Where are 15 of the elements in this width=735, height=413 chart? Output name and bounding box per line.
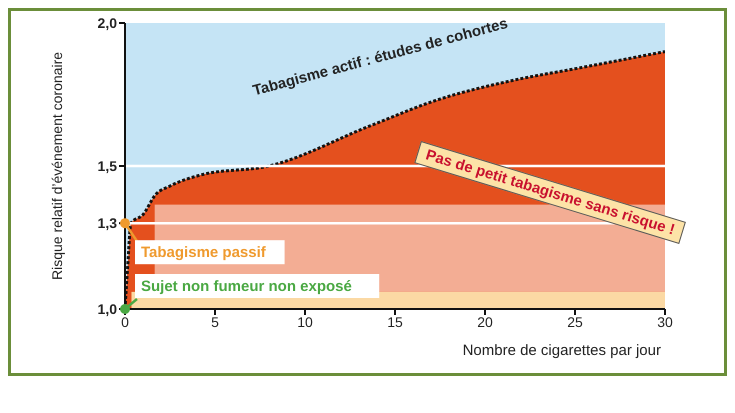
y-tick-label: 2,0: [98, 14, 118, 31]
x-axis-title: Nombre de cigarettes par jour: [462, 342, 661, 359]
y-tick-label: 1,3: [98, 215, 118, 232]
annotation: Sujet non fumeur non exposé: [141, 278, 352, 295]
x-tick-label: 30: [657, 314, 673, 330]
y-axis-title: Risque relatif d’événement coronaire: [48, 52, 65, 280]
y-tick-label: 1,5: [98, 158, 118, 174]
y-tick-label: 1,0: [98, 300, 118, 317]
x-tick-label: 15: [387, 314, 403, 330]
x-tick-label: 25: [567, 314, 583, 330]
x-tick-label: 0: [121, 314, 130, 330]
annotation: Tabagisme passif: [141, 244, 267, 262]
x-tick-label: 20: [477, 314, 493, 330]
x-tick-label: 10: [297, 314, 313, 330]
x-tick-label: 5: [211, 314, 220, 330]
